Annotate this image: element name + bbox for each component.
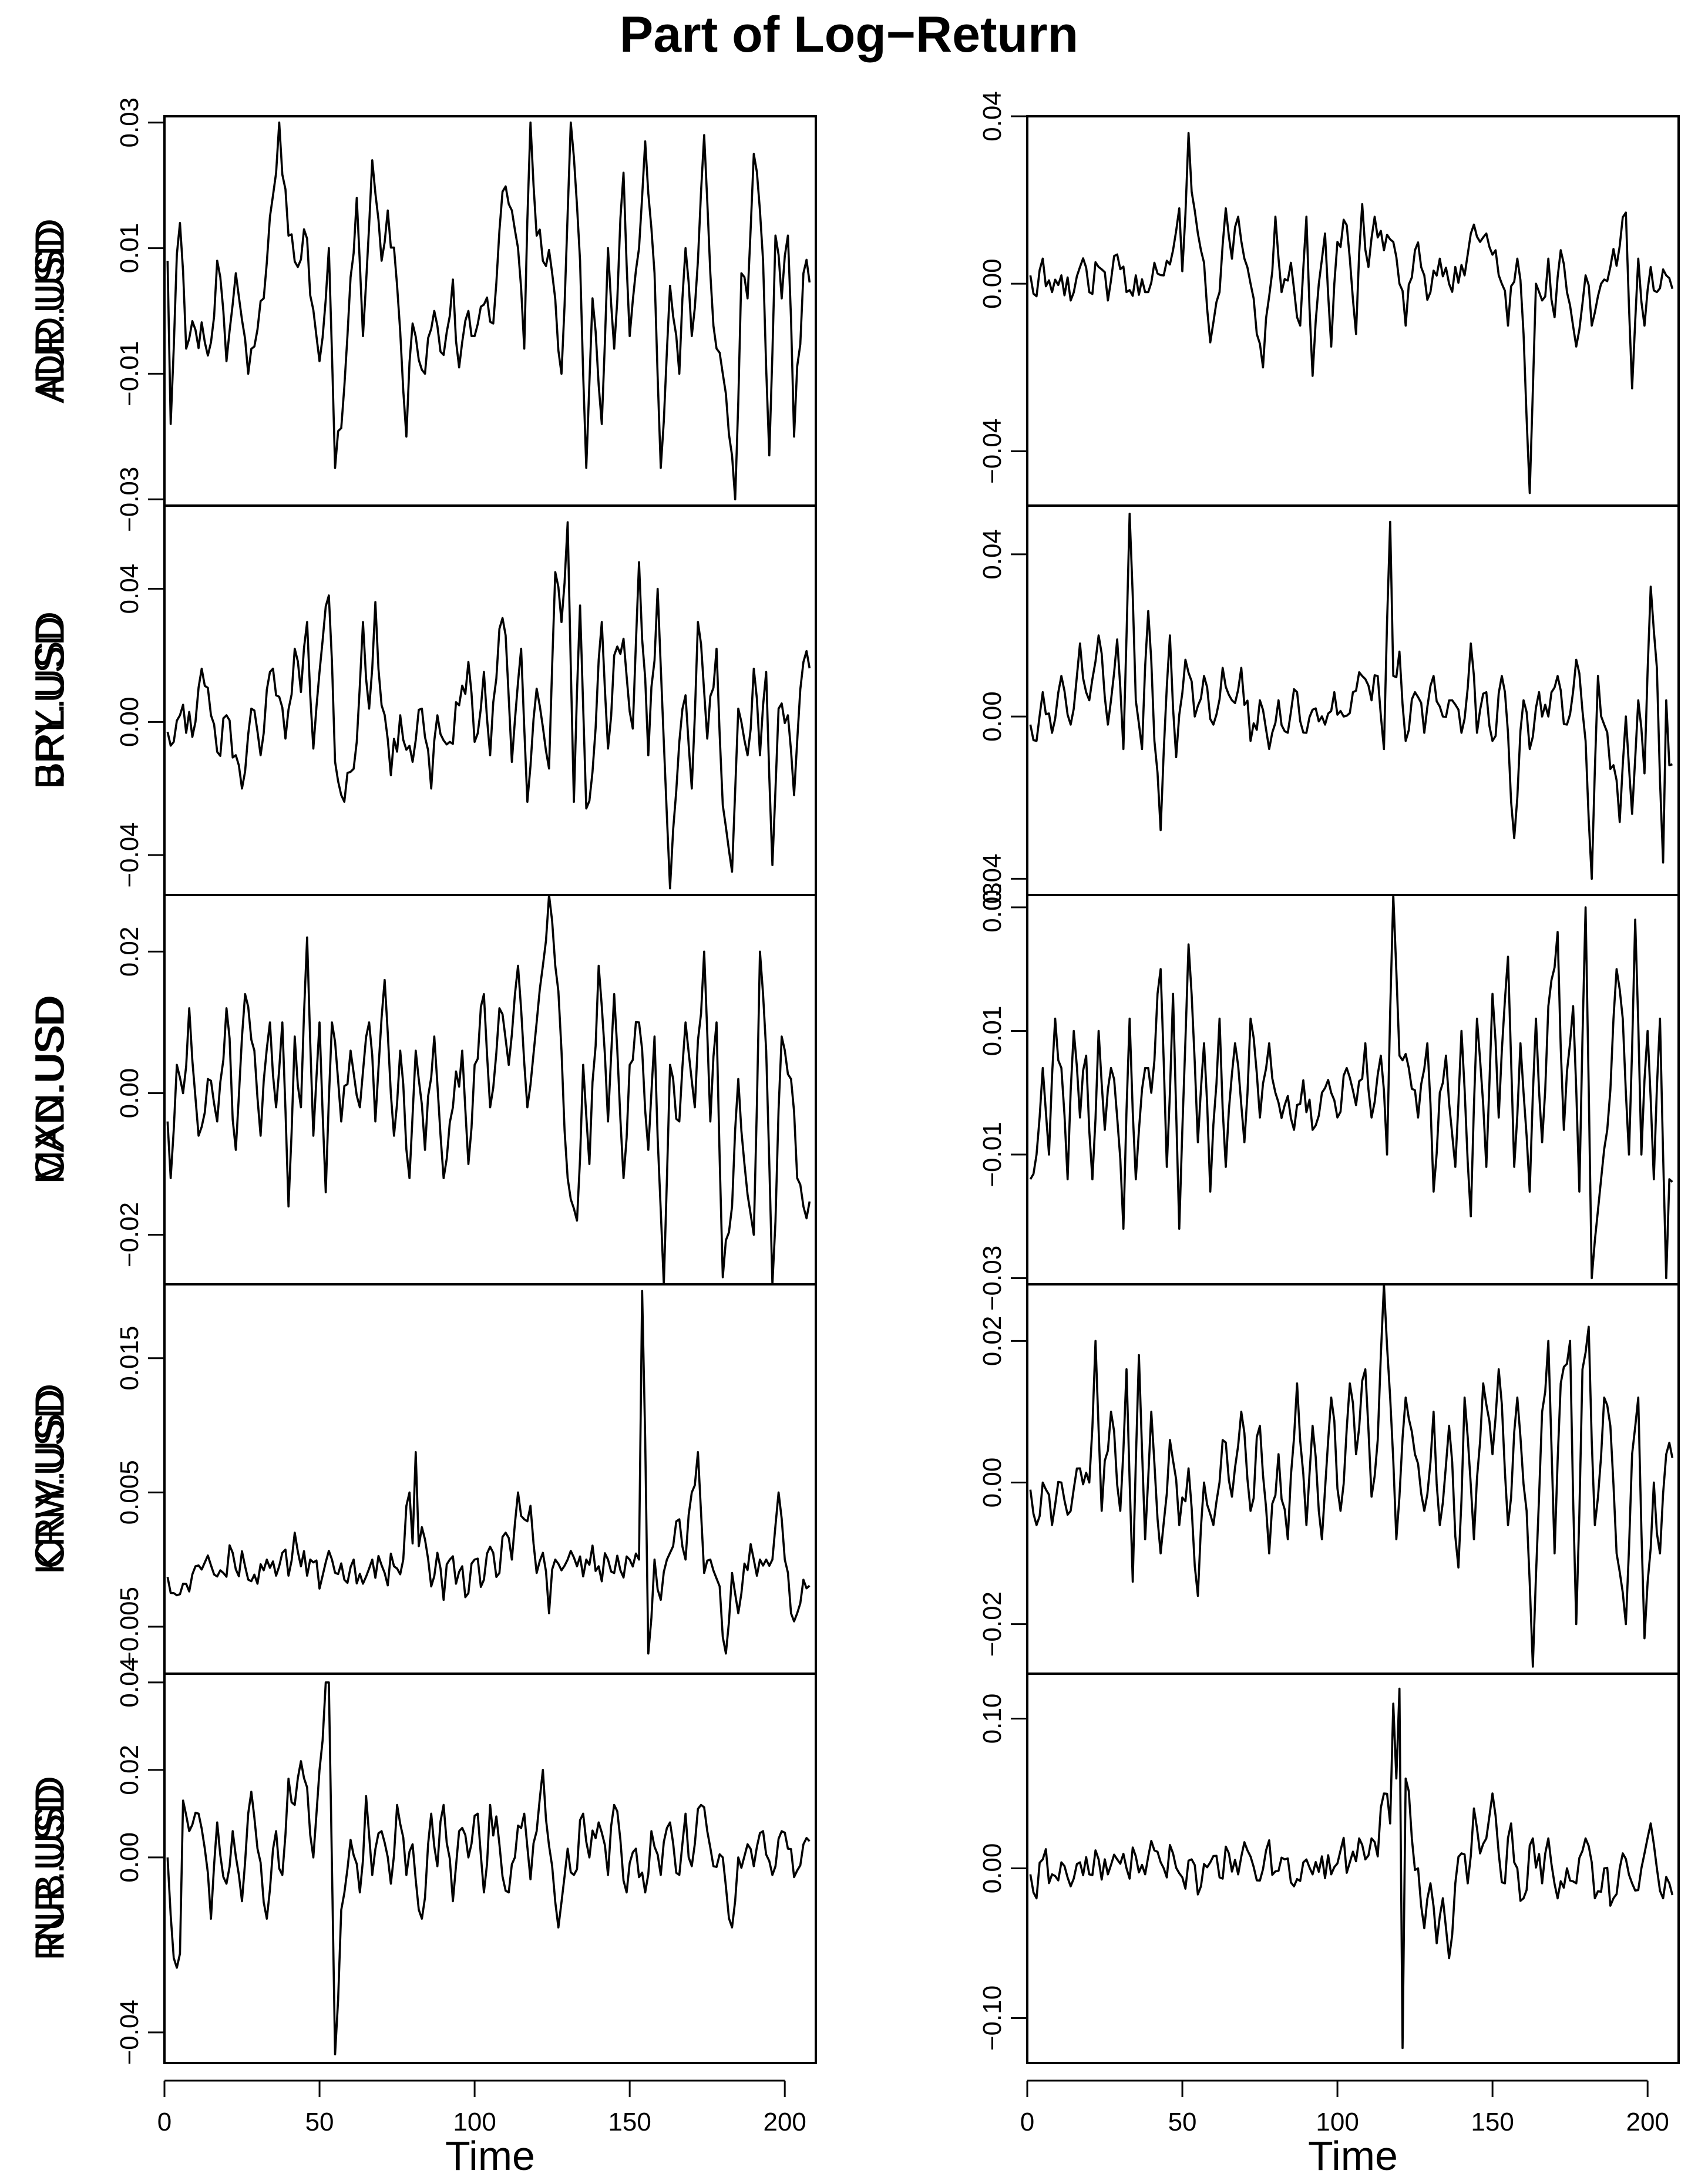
x-tick-label: 50: [305, 2108, 334, 2136]
y-tick-label-rub-usd: 0.10: [978, 1694, 1007, 1744]
y-axis-label-aud-usd: AUD.USD: [26, 218, 72, 403]
series-line-mxn-usd: [1029, 894, 1673, 1280]
series-line-aud-usd: [166, 121, 811, 501]
y-tick-label-idr-usd: 0.00: [978, 258, 1007, 309]
y-axis-label-inr-usd: INR.USD: [26, 1784, 72, 1953]
y-tick-label-brl-usd: −0.04: [115, 822, 144, 887]
x-tick-label: 0: [157, 2108, 172, 2136]
y-tick-label-jpy-usd: 0.04: [978, 529, 1007, 580]
x-tick-label: 0: [1020, 2108, 1034, 2136]
x-tick-label: 150: [608, 2108, 651, 2136]
series-line-inr-usd: [166, 1681, 811, 2055]
y-tick-label-krw-usd: 0.02: [978, 1316, 1007, 1367]
x-tick-label: 200: [1626, 2108, 1669, 2136]
y-tick-label-rub-usd: −0.10: [978, 1986, 1007, 2051]
series-line-jpy-usd: [1029, 513, 1673, 880]
chart-title: Part of Log−Return: [619, 6, 1079, 63]
panel-frame-inr-usd: [163, 1673, 817, 2064]
x-tick-label: 50: [1168, 2108, 1197, 2136]
y-tick-label-mxn-usd: 0.03: [978, 882, 1007, 933]
y-tick-label-aud-usd: 0.03: [115, 97, 144, 148]
y-tick-label-jpy-usd: 0.04: [978, 854, 1007, 904]
y-axis-label-mxn-usd: MXN.USD: [26, 995, 72, 1184]
panel-frame-rub-usd: [1026, 1673, 1680, 2064]
y-tick-label-aud-usd: 0.01: [115, 223, 144, 274]
y-axis-label-cny-usd: CNY.USD: [26, 1389, 72, 1569]
y-axis-label-rub-usd: RUB.USD: [26, 1776, 72, 1961]
y-tick-label-inr-usd: −0.04: [115, 2000, 144, 2065]
panel-frame-cny-usd: [163, 1283, 817, 1675]
y-tick-label-krw-usd: 0.00: [978, 1458, 1007, 1508]
y-tick-label-cny-usd: 0.015: [115, 1326, 144, 1391]
x-axis-label: Time: [1308, 2133, 1398, 2179]
y-tick-label-inr-usd: 0.00: [115, 1832, 144, 1883]
x-tick-label: 100: [453, 2108, 496, 2136]
y-tick-label-brl-usd: 0.00: [115, 697, 144, 748]
y-axis-label-cad-usd: CAD.USD: [26, 997, 72, 1182]
series-line-brl-usd: [166, 521, 811, 890]
y-tick-label-cad-usd: 0.02: [115, 927, 144, 977]
x-tick-label: 150: [1471, 2108, 1514, 2136]
series-line-krw-usd: [1029, 1283, 1674, 1668]
y-axis-label-brl-usd: BRL.USD: [26, 611, 72, 789]
y-tick-label-mxn-usd: −0.03: [978, 1246, 1007, 1311]
y-tick-label-mxn-usd: −0.01: [978, 1122, 1007, 1187]
y-axis-label-jpy-usd: JPY.USD: [26, 616, 72, 785]
series-line-cny-usd: [166, 1290, 811, 1655]
x-axis-label: Time: [445, 2133, 535, 2179]
series-line-rub-usd: [1029, 1687, 1674, 2050]
y-tick-label-cny-usd: 0.005: [115, 1460, 144, 1525]
y-axis-label-krw-usd: KRW.USD: [26, 1384, 72, 1574]
series-line-cad-usd: [166, 894, 811, 1286]
y-tick-label-mxn-usd: 0.01: [978, 1006, 1007, 1056]
y-tick-label-aud-usd: −0.01: [115, 341, 144, 406]
x-tick-label: 200: [763, 2108, 806, 2136]
y-tick-label-inr-usd: 0.02: [115, 1745, 144, 1795]
y-axis-label-idr-usd: IDR.USD: [26, 227, 72, 396]
x-tick-label: 100: [1316, 2108, 1359, 2136]
y-tick-label-aud-usd: −0.03: [115, 467, 144, 532]
panel-frame-aud-usd: [163, 115, 817, 507]
y-tick-label-cad-usd: 0.00: [115, 1068, 144, 1119]
y-tick-label-rub-usd: 0.00: [978, 1843, 1007, 1894]
series-line-idr-usd: [1029, 132, 1674, 494]
y-tick-label-idr-usd: −0.04: [978, 419, 1007, 484]
y-tick-label-cny-usd: −0.005: [115, 1587, 144, 1667]
y-tick-label-inr-usd: 0.04: [115, 1657, 144, 1708]
y-tick-label-jpy-usd: 0.00: [978, 691, 1007, 742]
y-tick-label-brl-usd: 0.04: [115, 564, 144, 614]
y-tick-label-cad-usd: −0.02: [115, 1202, 144, 1267]
y-tick-label-idr-usd: 0.04: [978, 91, 1007, 142]
y-tick-label-krw-usd: −0.02: [978, 1591, 1007, 1657]
